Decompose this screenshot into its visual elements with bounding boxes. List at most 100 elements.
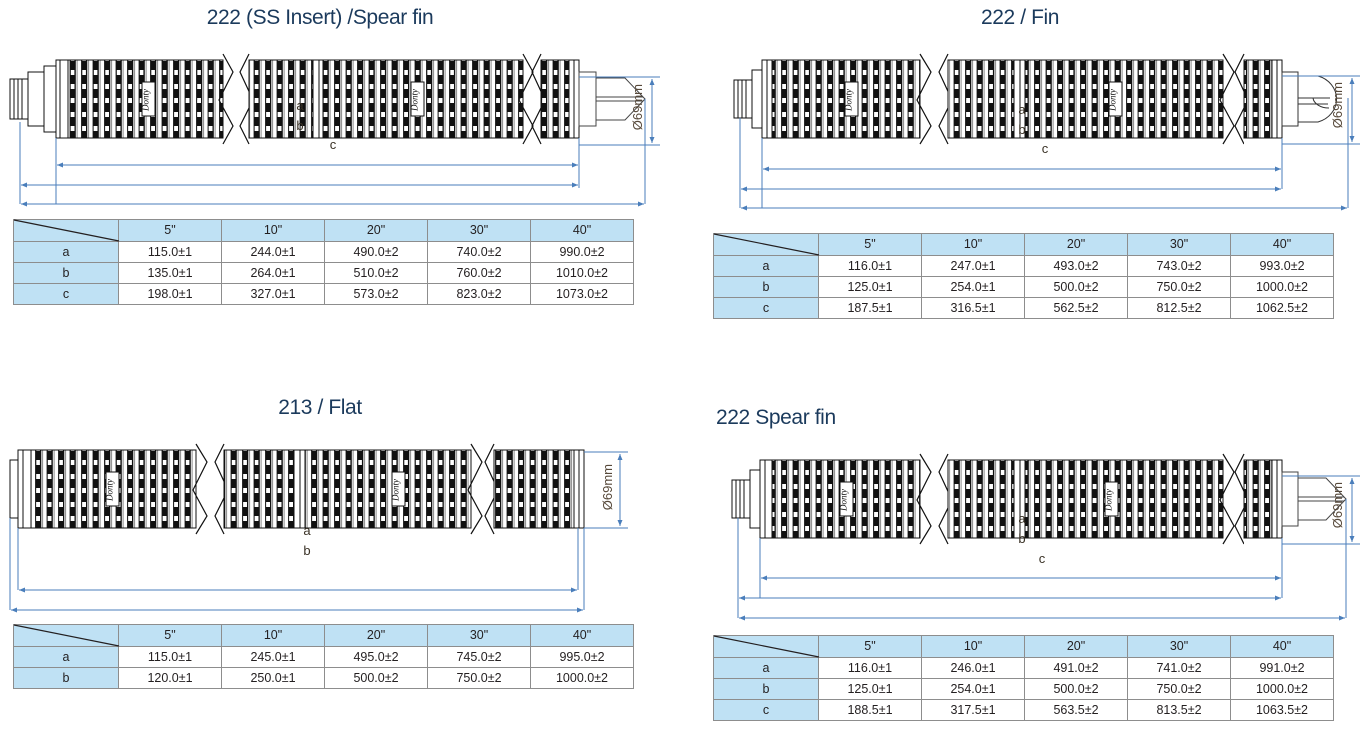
column-header: 10" xyxy=(921,635,1025,658)
column-header: 30" xyxy=(427,219,531,242)
table-cell: 254.0±1 xyxy=(921,678,1025,700)
table-cell: 250.0±1 xyxy=(221,667,325,689)
row-header: c xyxy=(13,283,119,305)
table-row: a 116.0±1 247.0±1 493.0±2 743.0±2 993.0±… xyxy=(713,255,1334,277)
table-cell: 1063.5±2 xyxy=(1230,699,1334,721)
table-cell: 188.5±1 xyxy=(818,699,922,721)
column-header: 20" xyxy=(1024,233,1128,256)
table-corner-cell xyxy=(713,636,819,658)
page-title: 222 / Fin xyxy=(980,6,1060,29)
table-cell: 327.0±1 xyxy=(221,283,325,305)
corner-diagonal-icon xyxy=(714,636,819,657)
table-row: a 115.0±1 244.0±1 490.0±2 740.0±2 990.0±… xyxy=(13,241,634,263)
table-cell: 317.5±1 xyxy=(921,699,1025,721)
table-cell: 125.0±1 xyxy=(818,276,922,298)
page-title: 213 / Flat xyxy=(278,396,362,419)
column-header: 5" xyxy=(118,624,222,647)
row-header: a xyxy=(13,646,119,668)
svg-text:Donty: Donty xyxy=(839,489,849,512)
table-row: c 188.5±1 317.5±1 563.5±2 813.5±2 1063.5… xyxy=(713,699,1334,721)
row-header: b xyxy=(13,667,119,689)
table-row: a 115.0±1 245.0±1 495.0±2 745.0±2 995.0±… xyxy=(13,646,634,668)
row-header: c xyxy=(713,699,819,721)
table-cell: 116.0±1 xyxy=(818,657,922,679)
table-cell: 500.0±2 xyxy=(324,667,428,689)
row-header: a xyxy=(713,657,819,679)
table-cell: 750.0±2 xyxy=(427,667,531,689)
dimension-label-a: a xyxy=(1018,511,1026,526)
cartridge-drawing-213-flat: Donty Donty xyxy=(0,442,684,622)
dimension-table-222-fin: 5" 10" 20" 30" 40" a 116.0±1 247.0±1 493… xyxy=(713,233,1334,319)
corner-diagonal-icon xyxy=(14,220,119,241)
table-cell: 245.0±1 xyxy=(221,646,325,668)
table-cell: 562.5±2 xyxy=(1024,297,1128,319)
table-cell: 1000.0±2 xyxy=(1230,678,1334,700)
table-cell: 135.0±1 xyxy=(118,262,222,284)
table-cell: 563.5±2 xyxy=(1024,699,1128,721)
svg-text:Donty: Donty xyxy=(391,479,401,502)
table-row: b 125.0±1 254.0±1 500.0±2 750.0±2 1000.0… xyxy=(713,276,1334,298)
column-header: 10" xyxy=(221,219,325,242)
dimension-label-b: b xyxy=(296,118,304,133)
table-header-row: 5" 10" 20" 30" 40" xyxy=(713,635,1334,658)
svg-text:Donty: Donty xyxy=(105,479,115,502)
table-cell: 743.0±2 xyxy=(1127,255,1231,277)
panel-213-flat: 213 / Flat xyxy=(0,392,684,733)
table-row: c 187.5±1 316.5±1 562.5±2 812.5±2 1062.5… xyxy=(713,297,1334,319)
dimension-label-c: c xyxy=(1038,551,1046,566)
table-corner-cell xyxy=(713,234,819,256)
column-header: 30" xyxy=(1127,635,1231,658)
table-cell: 254.0±1 xyxy=(921,276,1025,298)
column-header: 5" xyxy=(118,219,222,242)
svg-text:Donty: Donty xyxy=(141,89,151,112)
table-header-row: 5" 10" 20" 30" 40" xyxy=(13,624,634,647)
column-header: 40" xyxy=(530,624,634,647)
table-cell: 750.0±2 xyxy=(1127,678,1231,700)
table-header-row: 5" 10" 20" 30" 40" xyxy=(13,219,634,242)
table-cell: 120.0±1 xyxy=(118,667,222,689)
dimension-label-a: a xyxy=(296,98,304,113)
table-cell: 316.5±1 xyxy=(921,297,1025,319)
cartridge-drawing-222-ss-insert: Donty Donty xyxy=(0,52,684,212)
column-header: 5" xyxy=(818,635,922,658)
table-cell: 246.0±1 xyxy=(921,657,1025,679)
column-header: 20" xyxy=(324,219,428,242)
table-cell: 740.0±2 xyxy=(427,241,531,263)
row-header: b xyxy=(13,262,119,284)
column-header: 30" xyxy=(1127,233,1231,256)
column-header: 20" xyxy=(324,624,428,647)
table-cell: 115.0±1 xyxy=(118,646,222,668)
dimension-label-a: a xyxy=(1018,102,1026,117)
dimension-table-213-flat: 5" 10" 20" 30" 40" a 115.0±1 245.0±1 495… xyxy=(13,624,634,689)
panel-222-spear-fin: 222 Spear fin xyxy=(700,392,1369,733)
table-cell: 995.0±2 xyxy=(530,646,634,668)
table-row: b 125.0±1 254.0±1 500.0±2 750.0±2 1000.0… xyxy=(713,678,1334,700)
svg-text:Donty: Donty xyxy=(1104,489,1114,512)
table-cell: 750.0±2 xyxy=(1127,276,1231,298)
row-header: a xyxy=(713,255,819,277)
table-cell: 741.0±2 xyxy=(1127,657,1231,679)
page-title: 222 Spear fin xyxy=(716,406,836,429)
column-header: 40" xyxy=(530,219,634,242)
dimension-label-c: c xyxy=(1041,141,1049,156)
table-cell: 990.0±2 xyxy=(530,241,634,263)
table-corner-cell xyxy=(13,220,119,242)
table-cell: 500.0±2 xyxy=(1024,276,1128,298)
table-cell: 495.0±2 xyxy=(324,646,428,668)
table-cell: 573.0±2 xyxy=(324,283,428,305)
row-header: a xyxy=(13,241,119,263)
diameter-label: Ø69mm xyxy=(600,464,615,511)
table-row: b 135.0±1 264.0±1 510.0±2 760.0±2 1010.0… xyxy=(13,262,634,284)
table-cell: 493.0±2 xyxy=(1024,255,1128,277)
table-cell: 823.0±2 xyxy=(427,283,531,305)
table-cell: 1073.0±2 xyxy=(530,283,634,305)
diameter-label: Ø69mm xyxy=(1330,82,1345,129)
cartridge-drawing-222-fin: Donty Donty xyxy=(700,52,1369,217)
svg-text:Donty: Donty xyxy=(844,89,854,112)
table-cell: 510.0±2 xyxy=(324,262,428,284)
table-row: c 198.0±1 327.0±1 573.0±2 823.0±2 1073.0… xyxy=(13,283,634,305)
dimension-label-c: c xyxy=(329,137,337,152)
table-row: a 116.0±1 246.0±1 491.0±2 741.0±2 991.0±… xyxy=(713,657,1334,679)
table-corner-cell xyxy=(13,625,119,647)
dimension-table-222-spear-fin: 5" 10" 20" 30" 40" a 116.0±1 246.0±1 491… xyxy=(713,635,1334,721)
